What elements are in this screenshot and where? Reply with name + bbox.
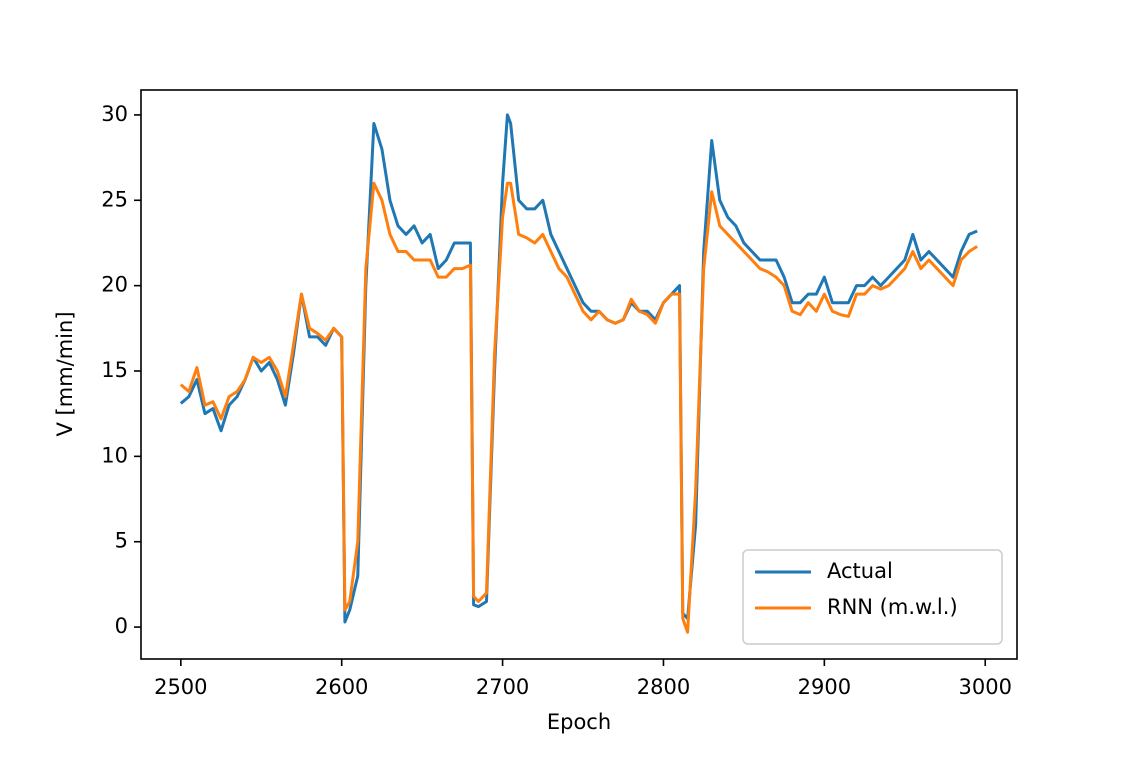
x-tick-label: 3000 — [958, 675, 1011, 699]
plot-frame — [140, 89, 1018, 660]
y-tick-label: 20 — [101, 273, 128, 297]
data-line — [179, 113, 978, 624]
y-axis-label: V [mm/min] — [53, 311, 77, 436]
x-tick-label: 2900 — [798, 675, 851, 699]
x-axis-label: Epoch — [547, 710, 611, 734]
x-tick-label: 2500 — [154, 675, 207, 699]
y-tick-label: 30 — [101, 102, 128, 126]
y-tick-label: 15 — [101, 358, 128, 382]
data-line — [179, 181, 978, 634]
y-tick-label: 25 — [101, 187, 128, 211]
y-tick-label: 0 — [115, 614, 128, 638]
legend-label: Actual — [827, 559, 893, 583]
x-tick-label: 2600 — [315, 675, 368, 699]
x-tick-label: 2800 — [637, 675, 690, 699]
x-tick-label: 2700 — [476, 675, 529, 699]
y-tick-label: 5 — [115, 529, 128, 553]
legend-label: RNN (m.w.l.) — [827, 595, 958, 619]
y-tick-label: 10 — [101, 443, 128, 467]
